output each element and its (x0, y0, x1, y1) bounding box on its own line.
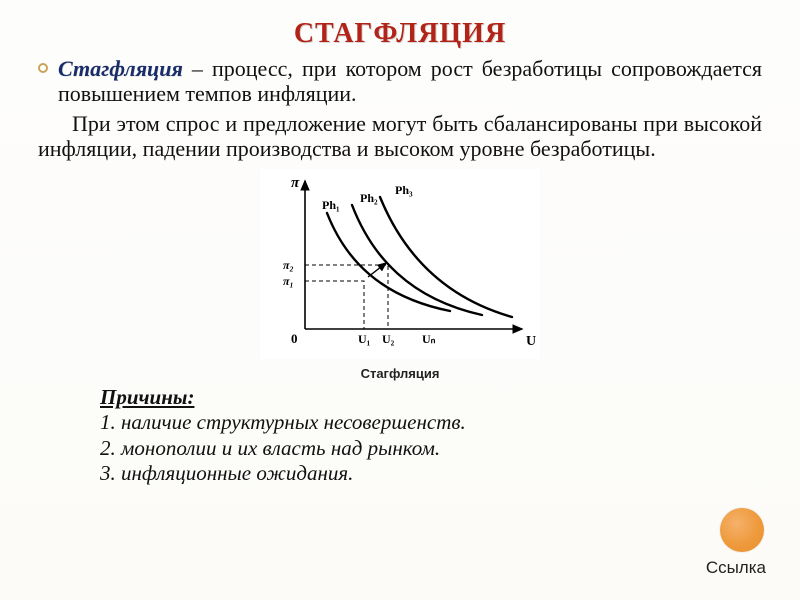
svg-text:U: U (526, 334, 536, 349)
svg-text:0: 0 (291, 331, 298, 346)
reason-item: 1. наличие структурных несовершенств. (100, 410, 762, 435)
svg-text:π: π (291, 175, 300, 191)
svg-text:U₁: U₁ (358, 332, 371, 346)
chart-caption: Стагфляция (38, 366, 762, 381)
slide: СТАГФЛЯЦИЯ Стагфляция – процесс, при кот… (0, 0, 800, 600)
svg-text:π₂: π₂ (283, 258, 294, 272)
paragraph-balance: При этом спрос и предложение могут быть … (38, 111, 762, 162)
svg-text:Ph₁: Ph₁ (322, 198, 340, 212)
bullet-icon (38, 63, 48, 73)
svg-text:Uₙ: Uₙ (422, 332, 436, 346)
definition-row: Стагфляция – процесс, при котором рост б… (38, 56, 762, 107)
chart-svg: π U 0 Ph₁ Ph₂ Ph₃ U₁ U₂ Uₙ π₁ π₂ (260, 169, 540, 359)
svg-text:U₂: U₂ (382, 332, 395, 346)
definition-text: Стагфляция – процесс, при котором рост б… (58, 56, 762, 107)
definition-term: Стагфляция (58, 56, 183, 81)
reasons-heading: Причины: (100, 385, 762, 410)
svg-text:Ph₃: Ph₃ (395, 183, 413, 197)
page-title: СТАГФЛЯЦИЯ (38, 18, 762, 50)
reason-item: 2. монополии и их власть над рынком. (100, 436, 762, 461)
reasons-block: Причины: 1. наличие структурных несоверш… (100, 385, 762, 486)
accent-circle-icon (720, 508, 764, 552)
reason-item: 3. инфляционные ожидания. (100, 461, 762, 486)
svg-text:Ph₂: Ph₂ (360, 191, 378, 205)
phillips-chart: π U 0 Ph₁ Ph₂ Ph₃ U₁ U₂ Uₙ π₁ π₂ Стагфляция (38, 169, 762, 381)
svg-text:π₁: π₁ (283, 274, 294, 288)
link-label[interactable]: Ссылка (706, 558, 766, 578)
